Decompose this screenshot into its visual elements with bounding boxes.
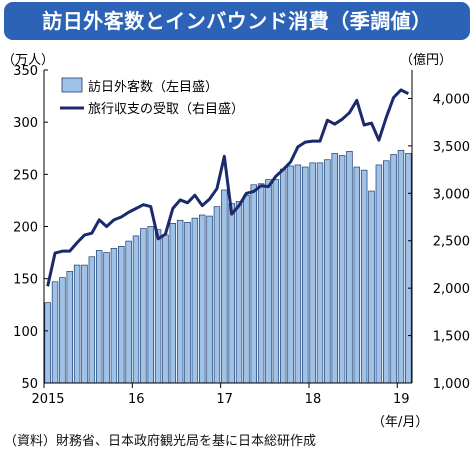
bar bbox=[110, 248, 118, 384]
legend-line-label: 旅行収支の受取（右目盛） bbox=[88, 102, 244, 117]
bar bbox=[103, 252, 110, 384]
bar bbox=[331, 153, 338, 384]
left-tick-label: 200 bbox=[13, 221, 38, 236]
line-series bbox=[46, 88, 410, 287]
bar bbox=[265, 179, 272, 384]
bar bbox=[169, 223, 177, 384]
bar bbox=[324, 159, 331, 384]
source-note: （資料）財務省、日本政府観光局を基に日本総研作成 bbox=[4, 434, 317, 449]
bar bbox=[346, 151, 353, 384]
left-tick-label: 150 bbox=[13, 273, 38, 288]
bar bbox=[66, 271, 73, 384]
bar bbox=[73, 264, 81, 384]
chart-title: 訪日外客数とインバウンド消費（季調値） bbox=[42, 9, 432, 33]
bar bbox=[316, 162, 324, 384]
bar bbox=[405, 153, 412, 384]
bar bbox=[397, 149, 405, 384]
bar bbox=[294, 164, 302, 384]
x-tick-label: 18 bbox=[305, 392, 322, 407]
bar bbox=[338, 155, 346, 384]
bar bbox=[184, 221, 191, 384]
bar bbox=[88, 256, 96, 384]
legend-bar-label: 訪日外客数（左目盛） bbox=[88, 79, 218, 95]
bar bbox=[176, 219, 184, 384]
bar bbox=[206, 215, 213, 384]
right-tick-label: 1,000 bbox=[433, 377, 470, 392]
bar bbox=[81, 264, 88, 384]
bar bbox=[360, 169, 368, 384]
bar bbox=[368, 190, 375, 384]
bar bbox=[279, 168, 287, 384]
bar bbox=[125, 240, 132, 384]
bar bbox=[302, 166, 309, 384]
bar bbox=[213, 206, 221, 384]
left-tick-label: 250 bbox=[13, 168, 38, 183]
bar bbox=[228, 203, 235, 384]
right-tick-label: 1,500 bbox=[433, 330, 470, 345]
bar bbox=[95, 250, 103, 384]
left-axis-unit: （万人） bbox=[2, 53, 54, 68]
x-tick-label: 19 bbox=[393, 392, 410, 407]
bar bbox=[390, 154, 397, 384]
bar bbox=[132, 235, 140, 384]
right-tick-label: 4,000 bbox=[433, 92, 470, 107]
bar bbox=[199, 214, 206, 384]
bar bbox=[250, 184, 257, 384]
bar bbox=[235, 201, 243, 384]
bar bbox=[272, 179, 280, 384]
bar bbox=[140, 228, 147, 384]
bar bbox=[44, 302, 51, 384]
bar bbox=[243, 194, 250, 384]
bar bbox=[353, 166, 361, 384]
bar bbox=[375, 164, 383, 384]
right-tick-label: 2,500 bbox=[433, 235, 470, 250]
bar bbox=[118, 245, 125, 384]
bar bbox=[191, 217, 199, 384]
bar bbox=[221, 189, 228, 384]
x-tick-label: 2015 bbox=[31, 392, 64, 407]
left-tick-label: 50 bbox=[21, 377, 38, 392]
bar bbox=[51, 281, 59, 384]
plot-area: 50 100 150 200 250 300 350 1,000 1,500 2,000 2,500… bbox=[13, 64, 470, 407]
bar bbox=[59, 277, 66, 384]
right-tick-label: 2,000 bbox=[433, 282, 470, 297]
bar bbox=[257, 183, 265, 384]
x-tick-label: 16 bbox=[128, 392, 145, 407]
left-tick-label: 300 bbox=[13, 116, 38, 131]
legend-bar-swatch bbox=[61, 77, 83, 93]
right-axis-unit: （億円） bbox=[400, 52, 452, 68]
left-tick-label: 100 bbox=[13, 325, 38, 340]
bar bbox=[154, 229, 162, 384]
x-axis-unit: （年/月） bbox=[372, 415, 428, 430]
right-tick-label: 3,000 bbox=[433, 187, 470, 202]
bar bbox=[162, 234, 169, 384]
bar bbox=[287, 165, 294, 384]
bar bbox=[383, 160, 390, 384]
left-tick-label: 350 bbox=[13, 64, 38, 79]
right-tick-label: 3,500 bbox=[433, 140, 470, 155]
bar bbox=[147, 226, 154, 384]
bar bbox=[309, 162, 316, 384]
x-tick-label: 17 bbox=[216, 392, 233, 407]
title-banner: 訪日外客数とインバウンド消費（季調値） bbox=[4, 2, 470, 40]
